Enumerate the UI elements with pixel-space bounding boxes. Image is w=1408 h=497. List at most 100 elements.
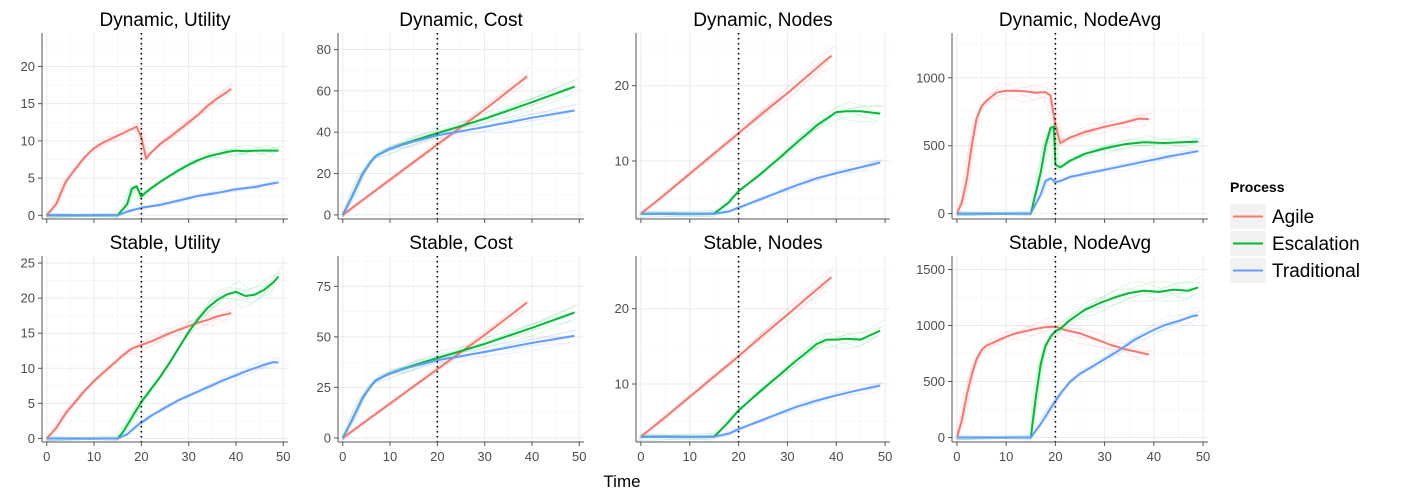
panel-stable-cost-x-tick-label: 30 xyxy=(477,449,491,464)
panel-dynamic-nodeavg-agile-replicate-line xyxy=(956,93,1147,213)
panel-stable-utility-x-tick-label: 10 xyxy=(87,449,101,464)
panel-stable-cost-traditional-replicate-line xyxy=(342,342,572,441)
panel-dynamic-utility-traditional-replicate-line xyxy=(46,180,283,218)
panel-stable-utility-y-tick-label: 10 xyxy=(21,361,35,376)
panel-stable-nodeavg-escalation-replicate-line xyxy=(956,282,1201,438)
panel-dynamic-utility-escalation-replicate-line xyxy=(46,152,276,218)
panel-stable-nodeavg-y-tick-label: 1500 xyxy=(916,262,945,277)
panel-stable-cost-x-tick-label: 10 xyxy=(383,449,397,464)
panel-stable-utility-escalation-replicate-line xyxy=(46,285,276,442)
panel-stable-cost-escalation-replicate-line xyxy=(342,305,577,439)
panel-dynamic-nodeavg-escalation-line xyxy=(956,125,1199,215)
panel-stable-cost-x-tick-label: 50 xyxy=(572,449,586,464)
panel-dynamic-nodeavg-agile-line xyxy=(955,89,1149,215)
panel-dynamic-utility-traditional-replicate-line xyxy=(46,178,281,216)
panel-dynamic-utility-y-tick-label: 5 xyxy=(28,171,35,186)
panel-stable-cost-escalation-replicate-line xyxy=(342,319,573,438)
panel-stable-utility-agile-replicate-line xyxy=(46,308,233,437)
panel-dynamic-cost-escalation-line xyxy=(341,85,575,216)
panel-dynamic-cost-y-tick-label: 0 xyxy=(324,207,331,222)
panel-dynamic-nodeavg-traditional-replicate-line xyxy=(956,153,1195,217)
panel-stable-nodeavg-y-tick-label: 0 xyxy=(938,430,945,445)
panel-dynamic-cost-traditional-line xyxy=(341,109,575,216)
panel-dynamic-nodes-traditional-replicate-line xyxy=(644,159,884,215)
panel-stable-nodeavg-traditional-line xyxy=(956,314,1199,439)
panel-dynamic-utility-y-tick-label: 0 xyxy=(28,208,35,223)
panel-stable-nodeavg-traditional-replicate-line xyxy=(956,322,1195,441)
panel-dynamic-nodes-agile-replicate-line xyxy=(638,60,830,215)
panel-stable-cost-agile-line xyxy=(342,301,528,439)
panel-stable-cost-y-tick-label: 0 xyxy=(324,430,331,445)
panel-stable-nodeavg-x-tick-label: 10 xyxy=(999,449,1013,464)
panel-dynamic-cost-traditional-replicate-line xyxy=(342,116,572,218)
panel-stable-nodeavg-agile-replicate-line xyxy=(956,331,1146,440)
panel-dynamic-nodes-escalation-replicate-line xyxy=(637,117,877,218)
panel-stable-utility-escalation-replicate-line xyxy=(46,273,280,441)
panel-stable-utility-escalation-replicate-line xyxy=(46,271,281,439)
panel-dynamic-cost-escalation-replicate-line xyxy=(342,85,576,213)
panel-stable-utility-escalation-replicate-line xyxy=(46,277,278,441)
panel-dynamic-nodes-y-tick-label: 20 xyxy=(615,78,629,93)
panel-stable-nodes-x-tick-label: 10 xyxy=(682,449,696,464)
panel-dynamic-cost-title: Dynamic, Cost xyxy=(399,10,523,31)
panel-stable-nodes-x-tick-label: 0 xyxy=(637,449,644,464)
panel-dynamic-cost: Dynamic, Cost 0 20 40 60 80 xyxy=(317,10,584,223)
panel-stable-nodes: Stable, Nodes 10 20 0 10 20 30 40 50 xyxy=(615,233,893,464)
panel-dynamic-nodeavg-agile-replicate-line xyxy=(956,81,1153,217)
panel-stable-utility-y-tick-label: 5 xyxy=(28,396,35,411)
panel-dynamic-cost-traditional-replicate-line xyxy=(342,116,573,215)
panel-stable-nodes-escalation-replicate-line xyxy=(637,336,877,441)
panel-dynamic-cost-y-tick-label: 60 xyxy=(317,83,331,98)
panel-dynamic-nodeavg-traditional-replicate-line xyxy=(956,149,1198,216)
panel-dynamic-nodeavg-traditional-replicate-line xyxy=(956,145,1202,217)
panel-dynamic-utility-traditional-replicate-line xyxy=(46,180,280,217)
panel-stable-nodeavg-y-tick-label: 1000 xyxy=(916,318,945,333)
panel-stable-nodeavg-x-tick-label: 20 xyxy=(1048,449,1062,464)
panel-stable-cost-traditional-line xyxy=(341,334,575,439)
panel-stable-utility-agile-line xyxy=(45,311,232,440)
panel-dynamic-nodeavg-agile-replicate-line xyxy=(956,90,1148,215)
panel-stable-cost-escalation-line xyxy=(341,311,575,439)
panel-dynamic-utility-traditional-line xyxy=(46,181,279,217)
panel-stable-nodeavg-x-tick-label: 0 xyxy=(953,449,960,464)
panel-stable-nodes-escalation-replicate-line xyxy=(643,326,883,437)
panel-stable-utility-title: Stable, Utility xyxy=(110,233,221,254)
panel-stable-nodeavg-agile-replicate-line xyxy=(956,323,1151,436)
panel-stable-cost-traditional-replicate-line xyxy=(342,329,577,439)
panel-dynamic-utility-y-tick-label: 15 xyxy=(21,96,35,111)
panel-stable-cost-x-tick-label: 40 xyxy=(525,449,539,464)
panel-stable-nodeavg-escalation-replicate-line xyxy=(956,275,1203,441)
panel-stable-cost-traditional-replicate-line xyxy=(342,328,579,441)
panel-stable-cost-title: Stable, Cost xyxy=(409,233,513,254)
panel-dynamic-utility: Dynamic, Utility 0 5 10 15 20 xyxy=(21,10,288,223)
panel-stable-cost: Stable, Cost 0 25 50 75 0 10 20 30 40 50 xyxy=(317,233,587,464)
panel-dynamic-cost-y-tick-label: 80 xyxy=(317,42,331,57)
panel-stable-utility-agile-replicate-line xyxy=(46,307,234,439)
panel-stable-utility-traditional-line xyxy=(46,361,279,440)
panel-stable-utility-traditional-replicate-line xyxy=(46,356,283,442)
panel-dynamic-nodeavg-y-tick-label: 1000 xyxy=(916,70,945,85)
panel-dynamic-cost-escalation-replicate-line xyxy=(342,94,572,218)
legend: Process Agile Escalation Traditional xyxy=(1230,179,1360,283)
panel-dynamic-nodes: Dynamic, Nodes 10 20 xyxy=(615,10,890,223)
panel-stable-utility-agile-replicate-line xyxy=(46,316,230,438)
legend-title: Process xyxy=(1230,179,1285,195)
panel-dynamic-utility-escalation-line xyxy=(46,149,279,217)
panel-dynamic-nodeavg-y-tick-label: 0 xyxy=(938,206,945,221)
panel-stable-nodes-x-tick-label: 50 xyxy=(878,449,892,464)
panel-dynamic-cost-escalation-replicate-line xyxy=(342,78,579,218)
panel-dynamic-utility-agile-replicate-line xyxy=(46,93,231,217)
panel-dynamic-nodes-title: Dynamic, Nodes xyxy=(693,10,832,31)
panel-dynamic-nodeavg-title: Dynamic, NodeAvg xyxy=(999,10,1161,31)
panel-stable-nodes-traditional-replicate-line xyxy=(637,392,877,441)
panel-dynamic-nodeavg-agile-replicate-line xyxy=(956,97,1146,216)
panel-dynamic-nodes-traditional-replicate-line xyxy=(641,158,882,215)
panel-dynamic-nodeavg-y-tick-label: 500 xyxy=(923,138,945,153)
panel-dynamic-cost-traditional-replicate-line xyxy=(342,103,577,216)
panel-stable-nodeavg-agile-replicate-line xyxy=(956,317,1153,440)
panel-dynamic-nodeavg: Dynamic, NodeAvg 0 500 1000 xyxy=(916,10,1208,223)
panel-stable-utility-y-tick-label: 0 xyxy=(28,431,35,446)
legend-label-escalation: Escalation xyxy=(1272,234,1360,255)
panel-stable-cost-y-tick-label: 25 xyxy=(317,380,331,395)
